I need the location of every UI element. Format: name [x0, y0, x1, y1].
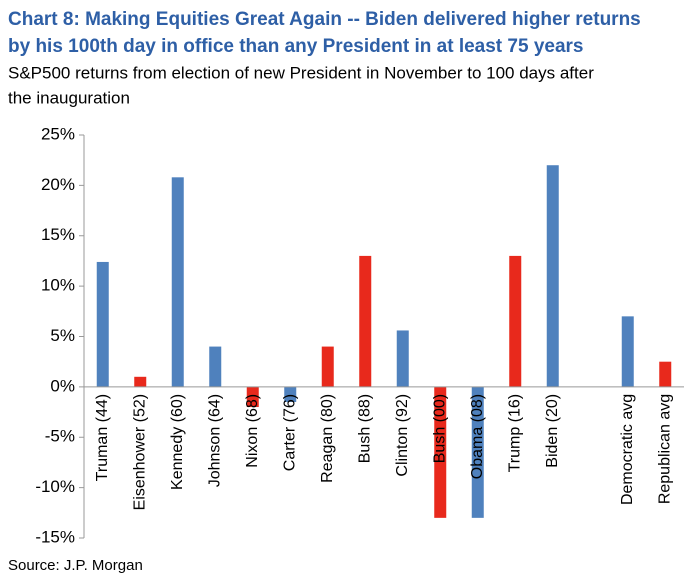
bar	[284, 386, 297, 402]
y-tick-label: -15%	[35, 527, 75, 546]
bar	[659, 361, 672, 387]
bar	[171, 177, 184, 387]
chart-subtitle: S&P500 returns from election of new Pres…	[8, 63, 594, 82]
x-tick-label: Eisenhower (52)	[131, 394, 148, 511]
x-tick-label: Trump (16)	[506, 394, 523, 473]
bar	[471, 386, 484, 518]
x-tick-label: Johnson (64)	[206, 394, 223, 487]
x-tick-label: Bush (00)	[431, 394, 448, 463]
x-tick-label: Clinton (92)	[394, 394, 411, 477]
bar	[134, 376, 147, 387]
bar	[546, 165, 559, 387]
bar	[621, 316, 634, 387]
x-tick-label: Bush (88)	[356, 394, 373, 463]
y-tick-label: 25%	[41, 124, 75, 143]
y-tick-label: 0%	[50, 376, 75, 395]
x-tick-label: Obama (08)	[469, 394, 486, 479]
x-tick-label: Kennedy (60)	[169, 394, 186, 490]
x-tick-label: Democratic avg	[619, 394, 636, 505]
bar	[96, 261, 109, 387]
bar	[509, 255, 522, 387]
bar	[434, 386, 447, 518]
source: Source: J.P. Morgan	[8, 557, 143, 574]
x-tick-label: Reagan (80)	[319, 394, 336, 483]
chart-subtitle: the inauguration	[8, 88, 130, 107]
y-tick-label: 5%	[50, 326, 75, 345]
bar	[396, 330, 409, 387]
x-tick-label: Truman (44)	[94, 394, 111, 481]
y-tick-label: 10%	[41, 276, 75, 295]
y-tick-label: 15%	[41, 225, 75, 244]
chart-title: Chart 8: Making Equities Great Again -- …	[8, 9, 641, 30]
y-tick-label: 20%	[41, 175, 75, 194]
bar	[359, 255, 372, 387]
bar	[246, 386, 259, 408]
bar	[209, 346, 222, 387]
y-tick-label: -5%	[45, 427, 75, 446]
x-tick-label: Republican avg	[656, 394, 673, 504]
chart-title: by his 100th day in office than any Pres…	[8, 36, 584, 57]
y-tick-label: -10%	[35, 477, 75, 496]
x-tick-label: Carter (76)	[281, 394, 298, 471]
bar	[321, 346, 334, 387]
x-tick-label: Biden (20)	[544, 394, 561, 468]
x-tick-label: Nixon (68)	[244, 394, 261, 468]
